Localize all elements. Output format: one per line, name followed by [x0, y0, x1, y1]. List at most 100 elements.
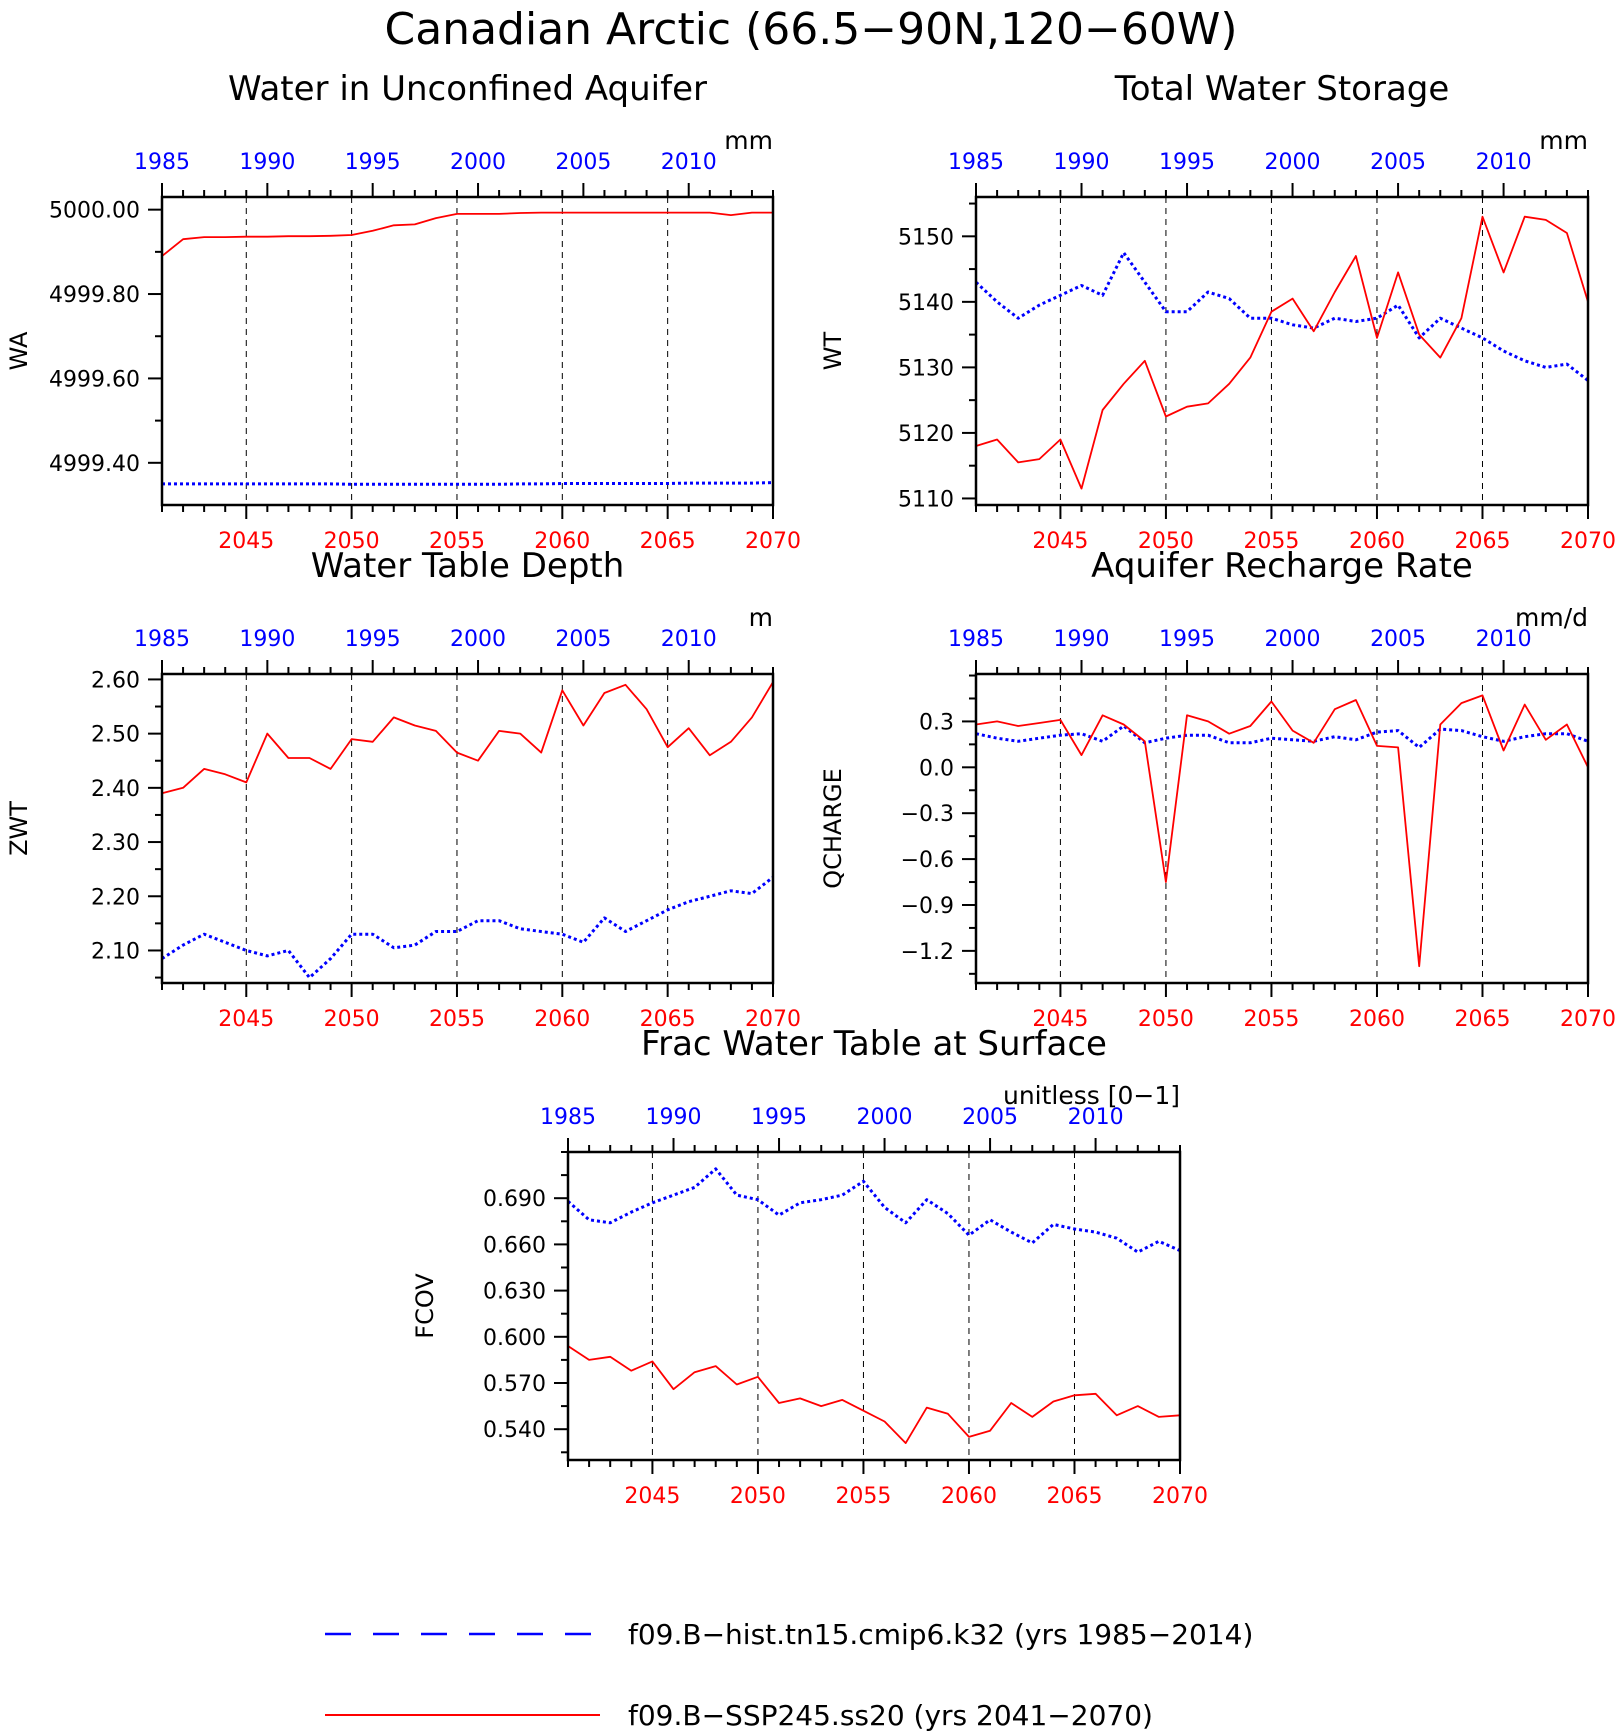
panel-4: Aquifer Recharge Rate mm/d QCHARGE 2045 2050…: [819, 546, 1616, 1032]
x-bottom-tick-label: 2050: [1138, 1007, 1194, 1032]
panel-title: Frac Water Table at Surface: [641, 1024, 1107, 1064]
figure-title: Canadian Arctic (66.5−90N,120−60W): [385, 4, 1238, 55]
x-top-tick-label: 2000: [857, 1105, 913, 1130]
y-tick-label: −0.3: [901, 802, 954, 827]
panel-5: Frac Water Table at Surface unitless [0−1…: [411, 1024, 1208, 1509]
x-bottom-tick-label: 2060: [941, 1484, 997, 1509]
series-line-hist: [567, 1167, 1181, 1254]
y-tick-label: −0.6: [901, 848, 954, 873]
y-tick-label: 5110: [898, 487, 954, 512]
series-line-ssp: [161, 211, 773, 257]
units-label: mm: [1539, 126, 1588, 155]
y-tick-label: 0.570: [483, 1372, 546, 1397]
x-top-tick-label: 2005: [555, 150, 611, 175]
y-tick-label: 0.660: [483, 1233, 546, 1258]
x-bottom-tick-label: 2050: [324, 529, 380, 554]
y-tick-label: 0.630: [483, 1280, 546, 1305]
y-tick-label: 2.10: [91, 939, 140, 964]
x-bottom-tick-label: 2065: [640, 1007, 696, 1032]
panels: Water in Unconfined Aquifer mm WA 2045 2050 2…: [5, 69, 1616, 1509]
panel-title: Aquifer Recharge Rate: [1091, 546, 1473, 586]
x-bottom-tick-label: 2050: [1138, 529, 1194, 554]
units-label: mm: [724, 126, 773, 155]
x-top-tick-label: 1990: [239, 627, 295, 652]
plot-frame: [160, 195, 775, 507]
panel-title: Total Water Storage: [1114, 69, 1450, 109]
x-bottom-tick-label: 2050: [730, 1484, 786, 1509]
x-bottom-tick-label: 2060: [534, 1007, 590, 1032]
panel-1: Water in Unconfined Aquifer mm WA 2045 2050 2…: [5, 69, 801, 554]
x-top-tick-label: 2010: [661, 150, 717, 175]
panel-title: Water in Unconfined Aquifer: [228, 69, 707, 109]
units-label: mm/d: [1515, 603, 1588, 632]
x-bottom-tick-label: 2070: [745, 529, 801, 554]
y-tick-label: 0.3: [919, 710, 954, 735]
y-tick-label: 5150: [898, 225, 954, 250]
x-top-tick-label: 2010: [1476, 150, 1532, 175]
series-line-ssp: [975, 215, 1589, 490]
x-top-tick-label: 1990: [1054, 627, 1110, 652]
x-bottom-tick-label: 2055: [835, 1484, 891, 1509]
y-tick-label: 2.30: [91, 831, 140, 856]
plot-frame: [160, 672, 775, 985]
x-top-tick-label: 1995: [751, 1105, 807, 1130]
x-bottom-tick-label: 2060: [534, 529, 590, 554]
x-top-tick-label: 2000: [1265, 627, 1321, 652]
y-tick-label: 0.690: [483, 1187, 546, 1212]
y-tick-label: −0.9: [901, 894, 954, 919]
units-label: m: [749, 603, 773, 632]
series-line-ssp: [161, 681, 774, 795]
y-axis-label: WA: [5, 331, 33, 370]
series-line-hist: [975, 724, 1589, 749]
x-bottom-tick-label: 2070: [1152, 1484, 1208, 1509]
y-tick-label: −1.2: [901, 940, 954, 965]
x-top-tick-label: 2005: [1370, 150, 1426, 175]
x-bottom-tick-label: 2055: [429, 1007, 485, 1032]
x-top-tick-label: 1985: [948, 627, 1004, 652]
y-tick-label: 4999.60: [49, 367, 140, 392]
units-label: unitless [0−1]: [1003, 1081, 1180, 1110]
panel-title: Water Table Depth: [311, 546, 625, 586]
x-top-tick-label: 2005: [555, 627, 611, 652]
y-tick-label: 2.50: [91, 723, 140, 748]
x-top-tick-label: 2010: [1476, 627, 1532, 652]
x-bottom-tick-label: 2050: [324, 1007, 380, 1032]
y-axis-label: ZWT: [5, 801, 33, 856]
x-bottom-tick-label: 2045: [1032, 529, 1088, 554]
x-top-tick-label: 1985: [948, 150, 1004, 175]
plot-frame: [974, 195, 1590, 507]
x-bottom-tick-label: 2045: [624, 1484, 680, 1509]
panel-2: Total Water Storage mm WT 2045 2050 2055 2060 2…: [819, 69, 1616, 554]
series-line-ssp: [567, 1345, 1181, 1444]
x-bottom-tick-label: 2055: [429, 529, 485, 554]
plot-frame: [974, 672, 1590, 985]
y-tick-label: 0.540: [483, 1418, 546, 1443]
x-bottom-tick-label: 2055: [1243, 529, 1299, 554]
y-tick-label: 5000.00: [49, 199, 140, 224]
y-tick-label: 4999.40: [49, 452, 140, 477]
x-top-tick-label: 2005: [1370, 627, 1426, 652]
x-top-tick-label: 2000: [450, 150, 506, 175]
x-top-tick-label: 2010: [661, 627, 717, 652]
x-bottom-tick-label: 2045: [1032, 1007, 1088, 1032]
x-bottom-tick-label: 2065: [1454, 529, 1510, 554]
y-axis-label: QCHARGE: [819, 768, 847, 889]
y-tick-label: 0.0: [919, 756, 954, 781]
x-bottom-tick-label: 2045: [218, 1007, 274, 1032]
x-bottom-tick-label: 2070: [1560, 1007, 1616, 1032]
series-line-hist: [162, 481, 774, 486]
x-top-tick-label: 1985: [134, 627, 190, 652]
x-top-tick-label: 1995: [345, 150, 401, 175]
x-bottom-tick-label: 2070: [745, 1007, 801, 1032]
legend: f09.B−hist.tn15.cmip6.k32 (yrs 1985−2014…: [325, 1618, 1253, 1732]
x-top-tick-label: 1995: [345, 627, 401, 652]
x-bottom-tick-label: 2055: [1243, 1007, 1299, 1032]
x-bottom-tick-label: 2070: [1560, 529, 1616, 554]
panel-3: Water Table Depth m ZWT 2045 2050 2055 2060 206…: [5, 546, 801, 1032]
x-bottom-tick-label: 2065: [640, 529, 696, 554]
legend-label-hist: f09.B−hist.tn15.cmip6.k32 (yrs 1985−2014…: [628, 1618, 1253, 1651]
x-bottom-tick-label: 2045: [218, 529, 274, 554]
x-top-tick-label: 2005: [962, 1105, 1018, 1130]
x-top-tick-label: 1990: [1054, 150, 1110, 175]
